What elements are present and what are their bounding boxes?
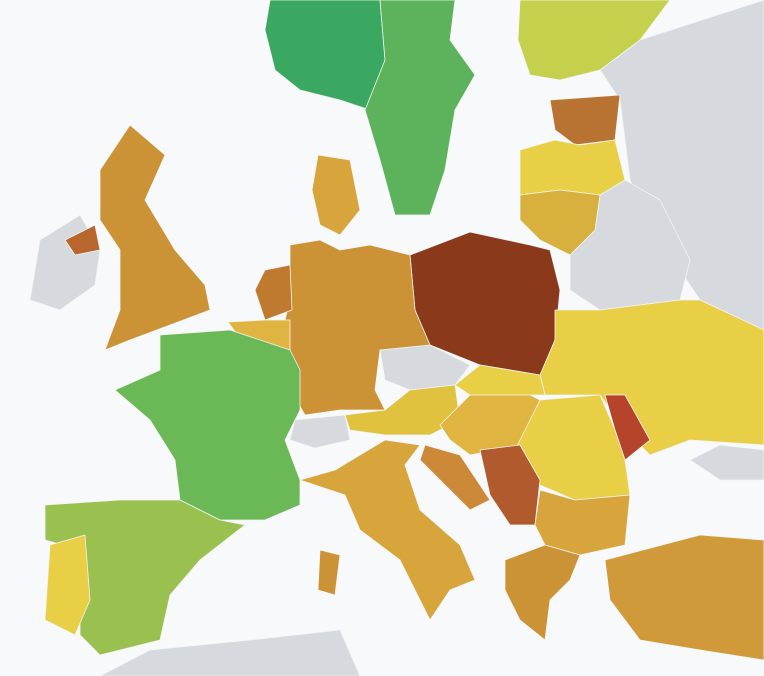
region bbox=[604, 394, 651, 461]
region bbox=[454, 364, 546, 396]
region bbox=[64, 224, 101, 256]
region bbox=[517, 0, 671, 81]
region bbox=[534, 489, 631, 556]
land bbox=[99, 629, 361, 676]
region bbox=[44, 534, 91, 636]
region bbox=[299, 439, 476, 621]
region bbox=[99, 124, 211, 351]
regions bbox=[44, 0, 764, 661]
land bbox=[289, 414, 351, 449]
region bbox=[519, 139, 626, 196]
land bbox=[689, 444, 764, 481]
region bbox=[519, 189, 601, 256]
region bbox=[317, 549, 341, 596]
region bbox=[114, 329, 301, 521]
region bbox=[254, 264, 293, 321]
region bbox=[604, 534, 764, 661]
region bbox=[419, 444, 491, 511]
region bbox=[311, 154, 361, 236]
region bbox=[504, 544, 581, 641]
region bbox=[364, 0, 476, 216]
